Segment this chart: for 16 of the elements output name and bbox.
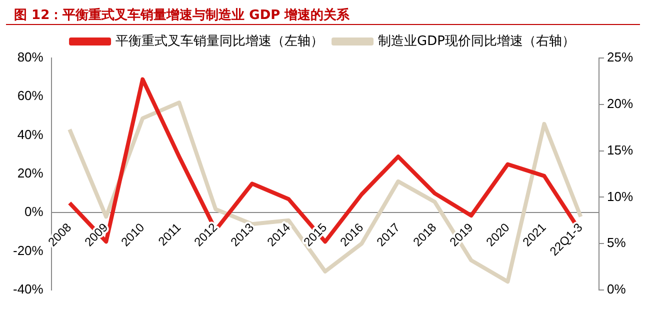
legend-label: 制造业GDP现价同比增速（右轴） xyxy=(378,34,575,49)
y-tick-label: -40% xyxy=(12,282,44,297)
y-tick-label: -20% xyxy=(12,242,44,258)
y-tick-label: 60% xyxy=(17,88,44,104)
y-tick-label: 40% xyxy=(17,126,44,142)
legend-label: 平衡重式叉车销量同比增速（左轴） xyxy=(116,34,324,49)
chart-title: 图 12：平衡重式叉车销量增速与制造业 GDP 增速的关系 xyxy=(6,0,640,25)
y2-tick-label: 20% xyxy=(606,96,634,111)
y2-tick-label: 25% xyxy=(606,50,634,65)
y-tick-label: 20% xyxy=(17,166,44,181)
y2-tick-label: 15% xyxy=(606,142,634,158)
y2-tick-label: 5% xyxy=(606,235,626,250)
y-tick-label: 0% xyxy=(24,204,44,220)
y-tick-label: 80% xyxy=(17,50,44,65)
y2-tick-label: 0% xyxy=(606,282,626,297)
y2-tick-label: 10% xyxy=(606,188,634,204)
